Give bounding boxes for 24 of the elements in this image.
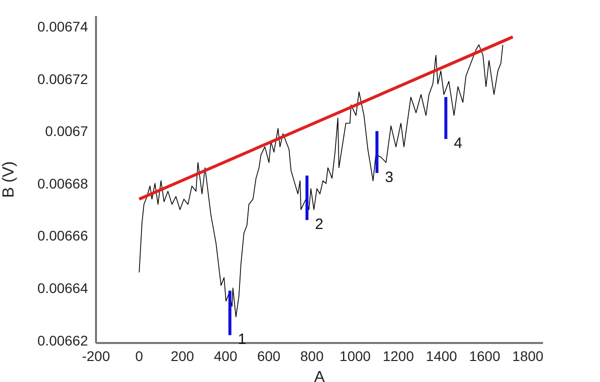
- y-tick-label: 0.00666: [37, 228, 88, 244]
- y-tick-label: 0.00674: [37, 18, 88, 34]
- y-tick-label: 0.00664: [37, 280, 88, 296]
- annotation: 4: [454, 134, 462, 152]
- x-tick-label: 1600: [469, 348, 500, 364]
- annotation: 3: [384, 168, 394, 186]
- y-tick-label: 0.0067: [45, 123, 88, 140]
- x-tick-label: 600: [257, 348, 281, 364]
- line-series: [138, 44, 504, 318]
- y-tick-label: 0.00672: [37, 70, 88, 87]
- x-tick-label: 0: [135, 348, 144, 364]
- x-tick-label: 1200: [382, 348, 414, 364]
- x-tick-label: 800: [300, 348, 324, 364]
- y-axis-title: B (V): [0, 161, 18, 198]
- x-tick-label: 1000: [340, 348, 371, 364]
- y-tick-label: 0.00662: [37, 332, 88, 348]
- x-tick-label: 1800: [512, 348, 544, 364]
- y-tick-label: 0.00668: [37, 175, 88, 192]
- x-tick-label: 1400: [426, 348, 458, 364]
- x-tick-label: -200: [82, 348, 110, 364]
- annotation: 2: [314, 216, 324, 234]
- x-tick-label: 400: [214, 348, 238, 364]
- x-tick-label: 200: [170, 348, 194, 364]
- x-axis-title: A: [314, 369, 326, 382]
